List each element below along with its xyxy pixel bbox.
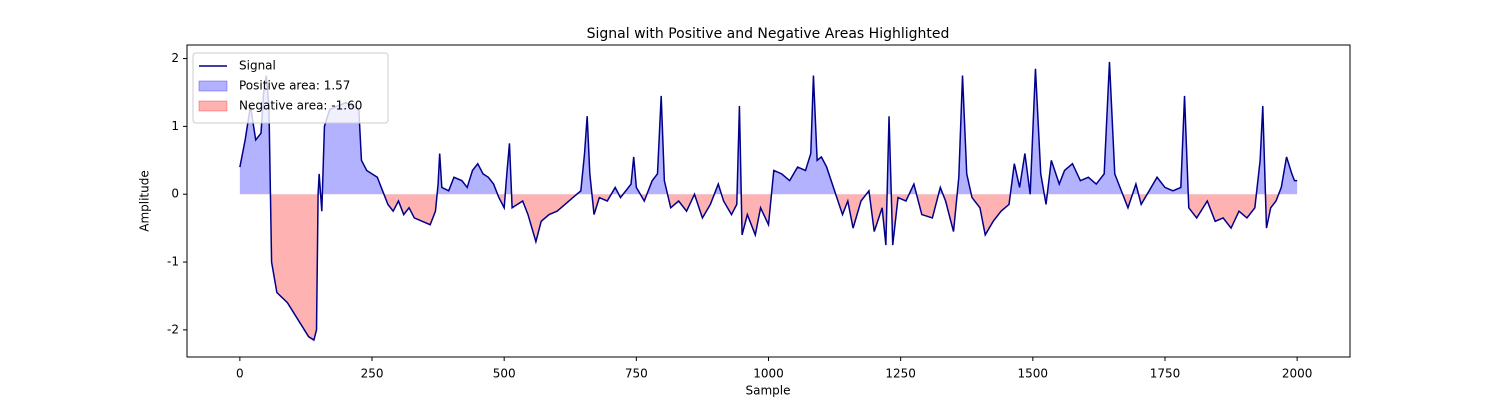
legend-label: Negative area: -1.60 (239, 99, 362, 113)
y-axis-label: Amplitude (138, 170, 152, 232)
x-axis-label: Sample (746, 384, 791, 398)
positive-area (239, 61, 1298, 195)
x-tick-label: 1250 (885, 367, 916, 381)
plot-frame (186, 44, 1351, 358)
x-tick-label: 500 (493, 367, 516, 381)
legend-label: Signal (239, 59, 276, 73)
y-tick-label: -1 (167, 255, 179, 269)
y-tick-label: 1 (171, 119, 179, 133)
legend-patch (198, 80, 228, 92)
x-tick-label: 0 (236, 367, 244, 381)
legend-patch (198, 100, 228, 112)
legend-box (192, 52, 389, 124)
legend: Signal Positive area: 1.57 Negative area: … (192, 52, 389, 124)
y-tick-label: 2 (171, 51, 179, 65)
signal-line (239, 61, 1298, 342)
y-tick-label: 0 (171, 187, 179, 201)
x-tick-label: 2000 (1282, 367, 1313, 381)
x-tick-label: 750 (625, 367, 648, 381)
x-tick-label: 1750 (1150, 367, 1181, 381)
chart-title: Signal with Positive and Negative Areas … (587, 26, 950, 42)
x-tick-label: 1000 (753, 367, 784, 381)
y-tick-label: -2 (167, 322, 179, 336)
legend-label: Positive area: 1.57 (239, 79, 350, 93)
x-tick-label: 250 (361, 367, 384, 381)
x-tick-label: 1500 (1018, 367, 1049, 381)
